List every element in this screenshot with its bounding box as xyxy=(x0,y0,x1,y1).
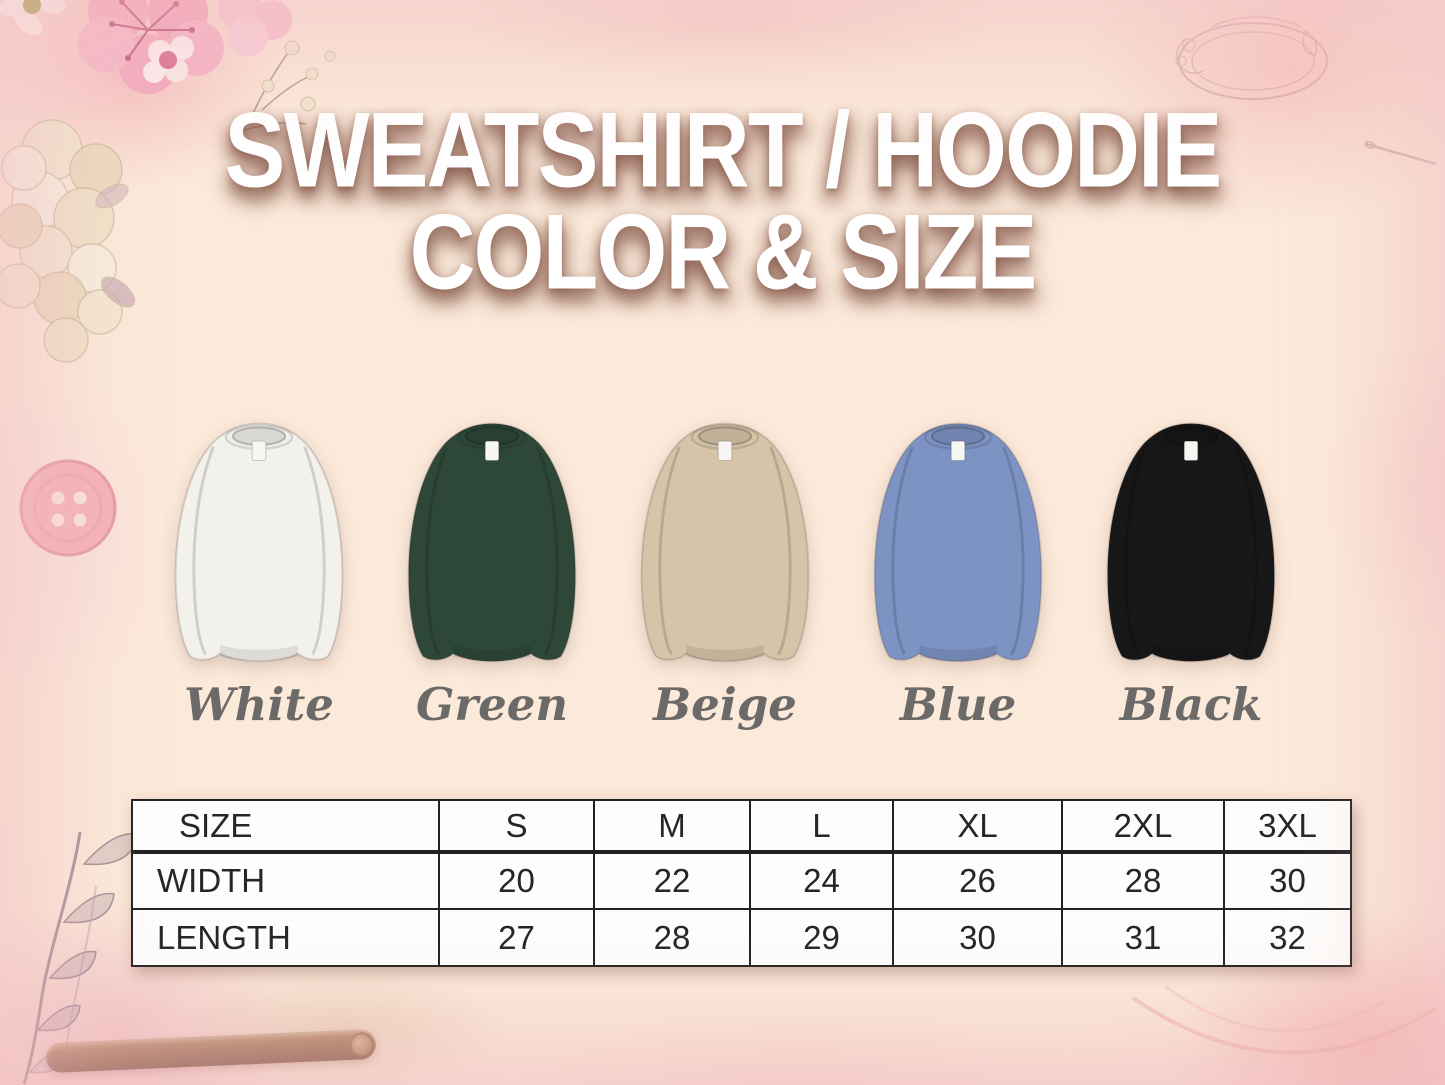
color-option: Blue xyxy=(851,412,1065,731)
size-column-header: S xyxy=(438,799,595,854)
size-value-cell: 26 xyxy=(892,851,1063,910)
sweatshirt-shape xyxy=(642,424,809,662)
size-table-row: WIDTH 20 22 24 26 28 30 xyxy=(131,851,1352,910)
cherry-blossom-icon xyxy=(78,0,224,94)
page-title-line2: COLOR & SIZE xyxy=(409,191,1038,312)
sweatshirt-image xyxy=(618,412,832,668)
light-blossom-icon xyxy=(218,0,292,56)
sweatshirt-shape xyxy=(176,424,343,662)
size-column-header: L xyxy=(749,799,894,854)
size-value-cell: 28 xyxy=(1061,851,1225,910)
sweatshirt-shape xyxy=(875,424,1042,662)
button-icon xyxy=(19,459,117,557)
size-chart-table: SIZE S M L XL 2XL 3XL WIDTH 20 22 24 26 28 30… xyxy=(131,799,1352,967)
size-value-cell: 20 xyxy=(438,851,595,910)
color-label: Black xyxy=(1119,678,1263,731)
sweatshirt-shape xyxy=(1108,424,1275,662)
watercolor-blob-bottom-center xyxy=(400,980,1200,1085)
size-header-row: SIZE S M L XL 2XL 3XL xyxy=(131,799,1352,854)
color-label: Green xyxy=(415,678,569,731)
size-column-header: SIZE xyxy=(131,799,440,854)
color-label: Beige xyxy=(653,678,797,731)
size-column-header: XL xyxy=(892,799,1063,854)
page-title: SWEATSHIRT / HOODIE COLOR & SIZE xyxy=(0,89,1445,308)
color-option: Black xyxy=(1084,412,1298,731)
size-value-cell: 29 xyxy=(749,908,894,967)
watercolor-blob-right xyxy=(1290,270,1445,710)
color-options-row: White Green Beige Blue Black xyxy=(150,412,1300,731)
size-value-cell: 28 xyxy=(593,908,751,967)
size-value-cell: 22 xyxy=(593,851,751,910)
size-value-cell: 30 xyxy=(1223,851,1352,910)
size-column-header: M xyxy=(593,799,751,854)
size-value-cell: 30 xyxy=(892,908,1063,967)
color-label: White xyxy=(184,678,334,731)
size-value-cell: 32 xyxy=(1223,908,1352,967)
measurement-row-label: LENGTH xyxy=(131,908,440,967)
size-column-header: 3XL xyxy=(1223,799,1352,854)
size-value-cell: 27 xyxy=(438,908,595,967)
color-label: Blue xyxy=(899,678,1017,731)
size-table-body: WIDTH 20 22 24 26 28 30 LENGTH 27 28 29 30 31 32 xyxy=(131,851,1352,967)
color-option: Green xyxy=(385,412,599,731)
size-value-cell: 31 xyxy=(1061,908,1225,967)
size-column-header: 2XL xyxy=(1061,799,1225,854)
watercolor-arcs-icon xyxy=(1131,984,1439,1055)
color-option: Beige xyxy=(618,412,832,731)
color-option: White xyxy=(152,412,366,731)
measurement-row-label: WIDTH xyxy=(131,851,440,910)
wooden-stick-decoration xyxy=(45,1028,377,1074)
sweatshirt-image xyxy=(1084,412,1298,668)
sweatshirt-shape xyxy=(409,424,576,662)
size-chart: SIZE S M L XL 2XL 3XL WIDTH 20 22 24 26 28 30… xyxy=(131,799,1352,967)
size-table-row: LENGTH 27 28 29 30 31 32 xyxy=(131,908,1352,967)
sweatshirt-image xyxy=(152,412,366,668)
small-white-flower-icon xyxy=(143,36,194,83)
page-title-line1: SWEATSHIRT / HOODIE xyxy=(224,89,1223,210)
daisy-flower-icon xyxy=(0,0,66,36)
size-value-cell: 24 xyxy=(749,851,894,910)
sweatshirt-image xyxy=(385,412,599,668)
sweatshirt-image xyxy=(851,412,1065,668)
